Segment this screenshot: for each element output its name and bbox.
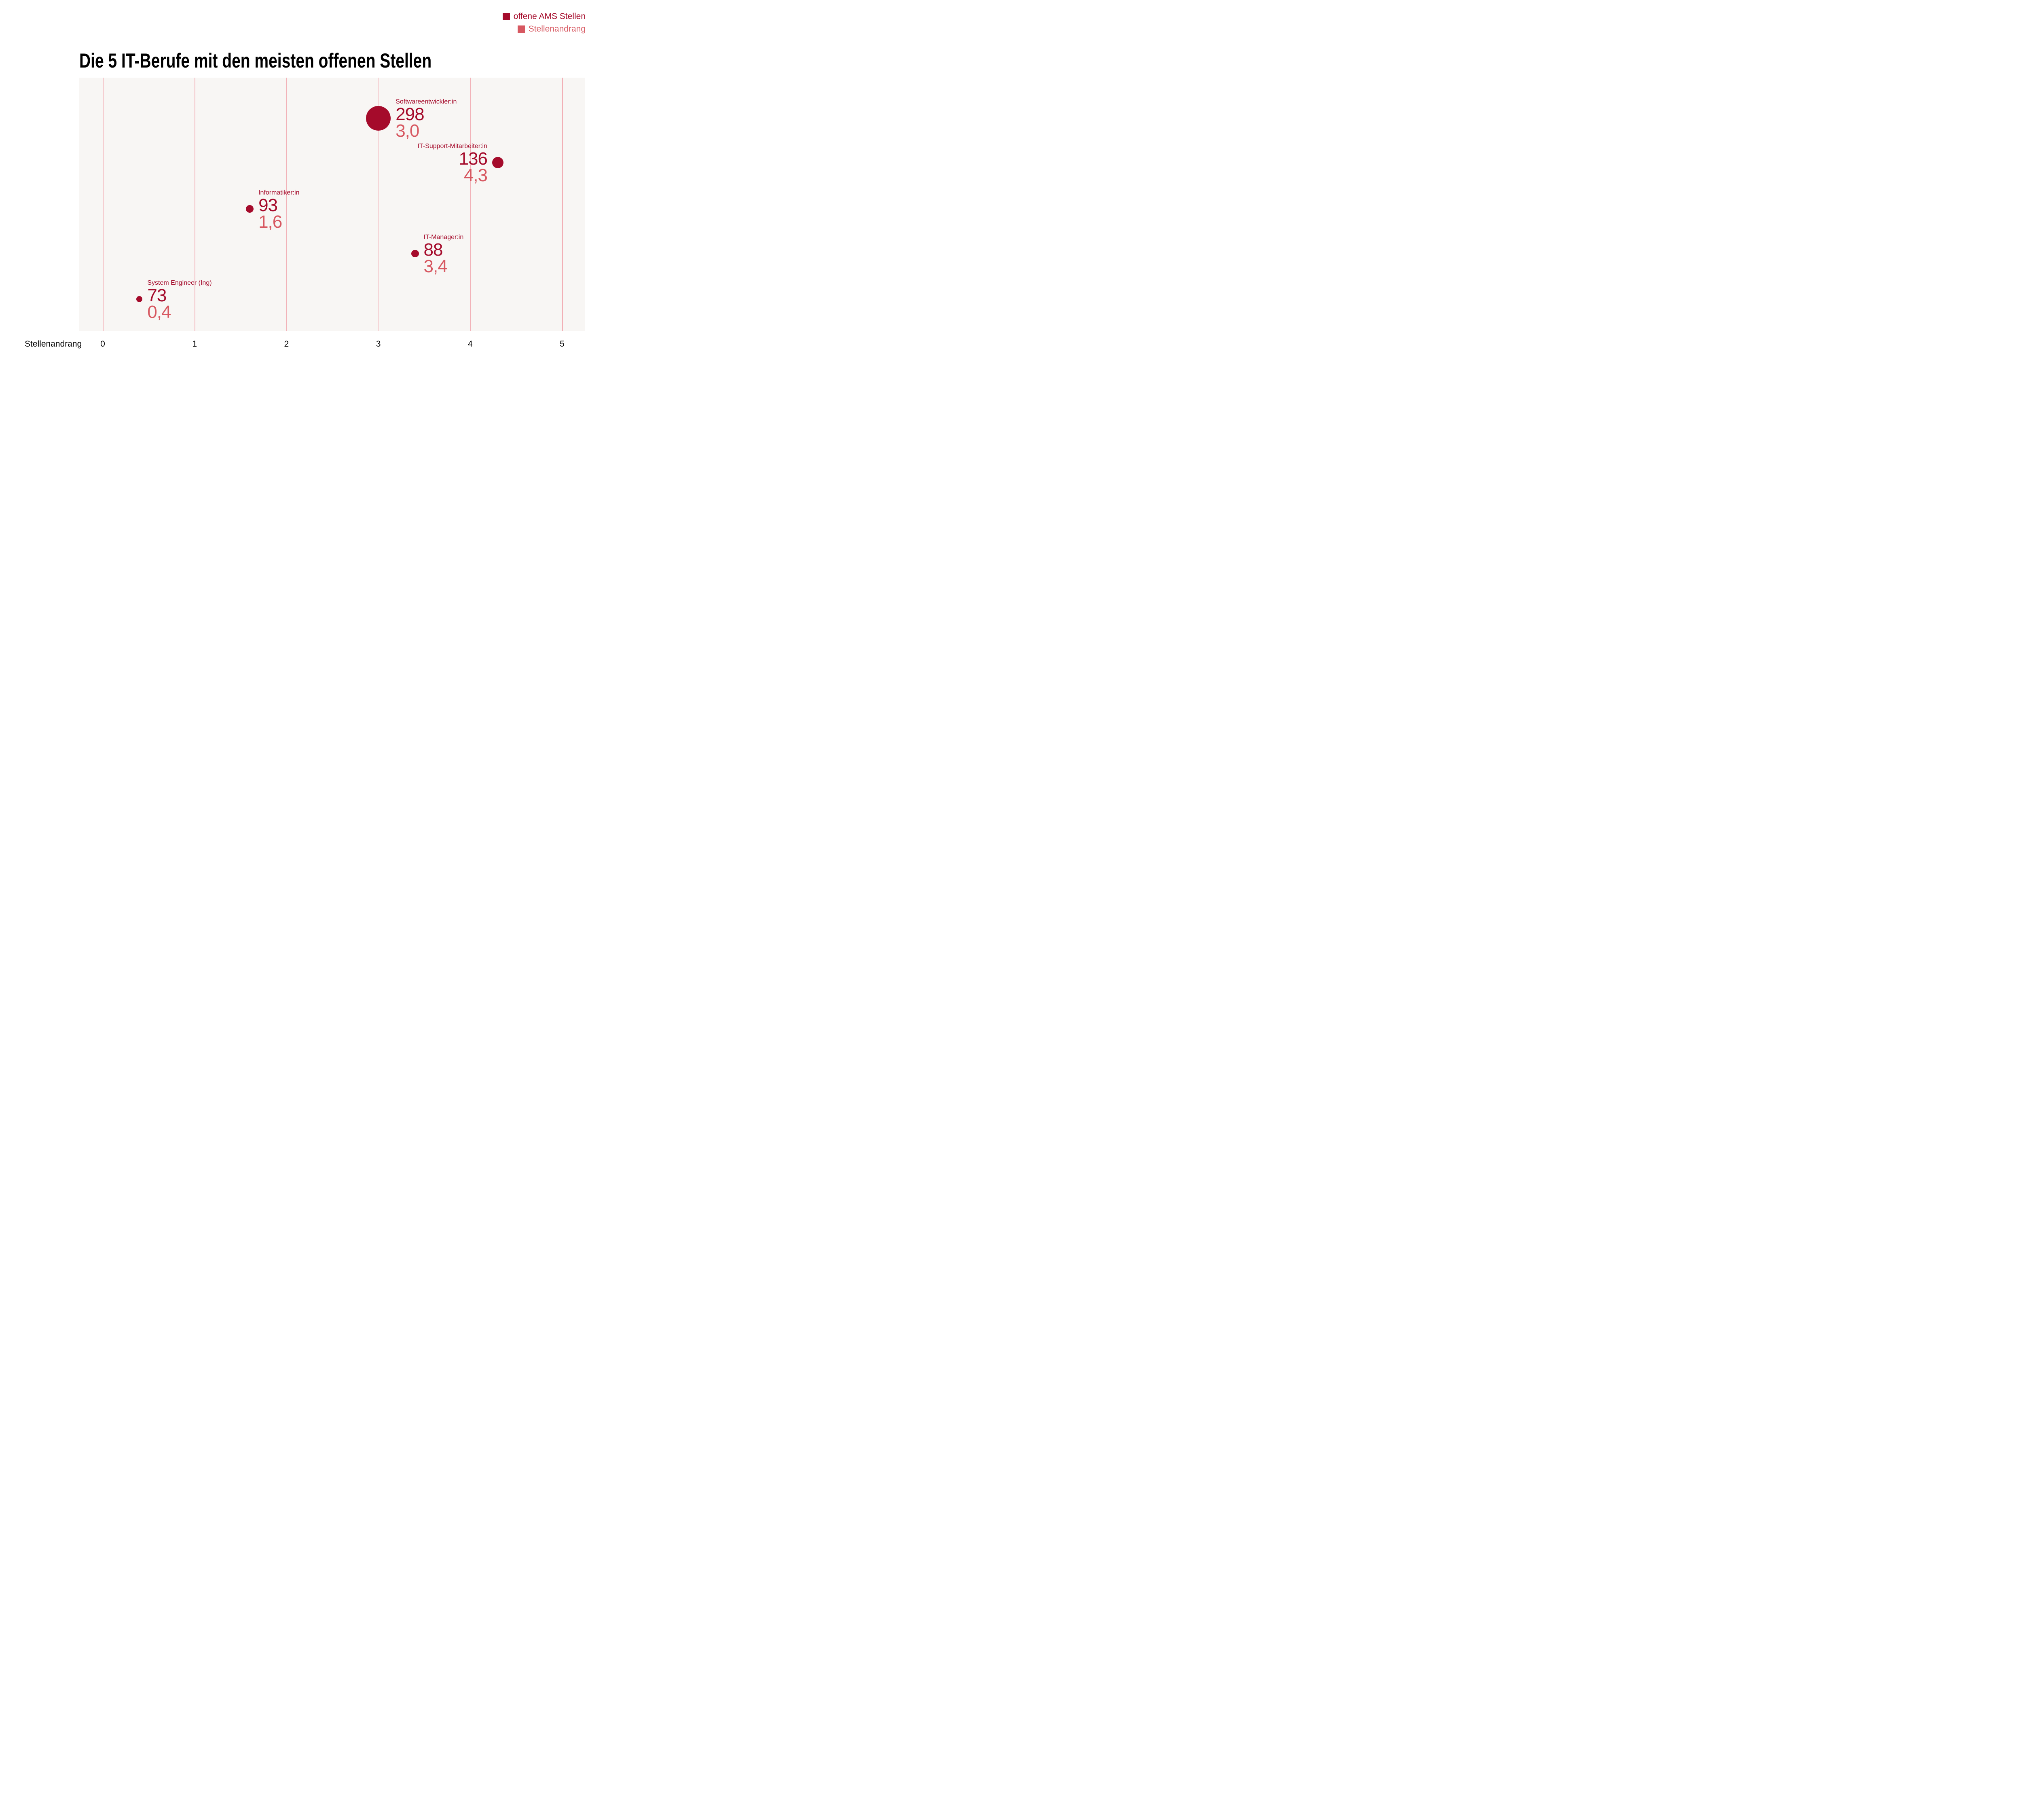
point-offene-ams-stellen-value: 136 — [459, 149, 488, 169]
point-name: System Engineer (Ing) — [147, 279, 212, 286]
point-stellenandrang-value: 1,6 — [258, 212, 282, 232]
chart-title: Die 5 IT-Berufe mit den meisten offenen … — [79, 49, 432, 72]
legend-swatch-stellenandrang — [517, 25, 525, 33]
x-tick-label-2: 2 — [284, 339, 289, 349]
gridline-x-2 — [286, 78, 287, 331]
point-offene-ams-stellen-value: 88 — [423, 240, 443, 260]
legend-label-stellenandrang: Stellenandrang — [528, 24, 586, 34]
point-labels-softwareentwickler-in: Softwareentwickler:in 298 3,0 — [396, 98, 457, 140]
point-labels-system-engineer-ing: System Engineer (Ing) 73 0,4 — [147, 279, 212, 321]
point-name: Informatiker:in — [258, 189, 300, 196]
bubble-softwareentwickler-in[interactable] — [366, 106, 391, 131]
legend-item-offene-ams-stellen: offene AMS Stellen — [502, 11, 586, 22]
point-name: IT-Manager:in — [423, 234, 464, 241]
point-labels-it-support-mitarbeiter-in: IT-Support-Mitarbeiter:in 136 4,3 — [417, 142, 488, 186]
legend-label-offene-ams-stellen: offene AMS Stellen — [513, 12, 586, 21]
x-tick-label-5: 5 — [560, 339, 565, 349]
gridline-x-5 — [562, 78, 563, 331]
legend-item-stellenandrang: Stellenandrang — [517, 24, 586, 34]
x-tick-label-0: 0 — [100, 339, 105, 349]
point-stellenandrang-value: 4,3 — [463, 165, 488, 186]
point-stellenandrang-value: 3,4 — [423, 256, 448, 277]
point-stellenandrang-value: 3,0 — [396, 121, 419, 141]
point-name: IT-Support-Mitarbeiter:in — [417, 143, 487, 150]
point-offene-ams-stellen-value: 73 — [147, 285, 167, 305]
gridline-x-0 — [103, 78, 104, 331]
point-labels-it-manager-in: IT-Manager:in 88 3,4 — [424, 233, 464, 275]
x-tick-label-1: 1 — [192, 339, 197, 349]
bubble-it-manager-in[interactable] — [411, 250, 419, 258]
point-labels-informatiker-in: Informatiker:in 93 1,6 — [258, 189, 299, 231]
point-offene-ams-stellen-value: 298 — [396, 104, 424, 125]
bubble-informatiker-in[interactable] — [245, 205, 254, 213]
bubble-system-engineer-ing[interactable] — [136, 296, 143, 303]
x-axis-title: Stellenandrang — [25, 339, 82, 349]
gridline-x-4 — [470, 78, 471, 331]
bubble-chart-infographic: offene AMS Stellen Stellenandrang Die 5 … — [0, 0, 647, 364]
x-tick-label-4: 4 — [467, 339, 473, 349]
x-tick-label-3: 3 — [376, 339, 381, 349]
bubble-it-support-mitarbeiter-in[interactable] — [492, 157, 503, 169]
point-offene-ams-stellen-value: 93 — [258, 195, 278, 215]
legend-swatch-offene-ams-stellen — [502, 13, 510, 20]
point-stellenandrang-value: 0,4 — [147, 302, 171, 322]
legend: offene AMS Stellen Stellenandrang — [502, 11, 586, 34]
plot-area: Softwareentwickler:in 298 3,0 IT-Support-Mi… — [79, 78, 585, 331]
point-name: Softwareentwickler:in — [396, 98, 457, 106]
